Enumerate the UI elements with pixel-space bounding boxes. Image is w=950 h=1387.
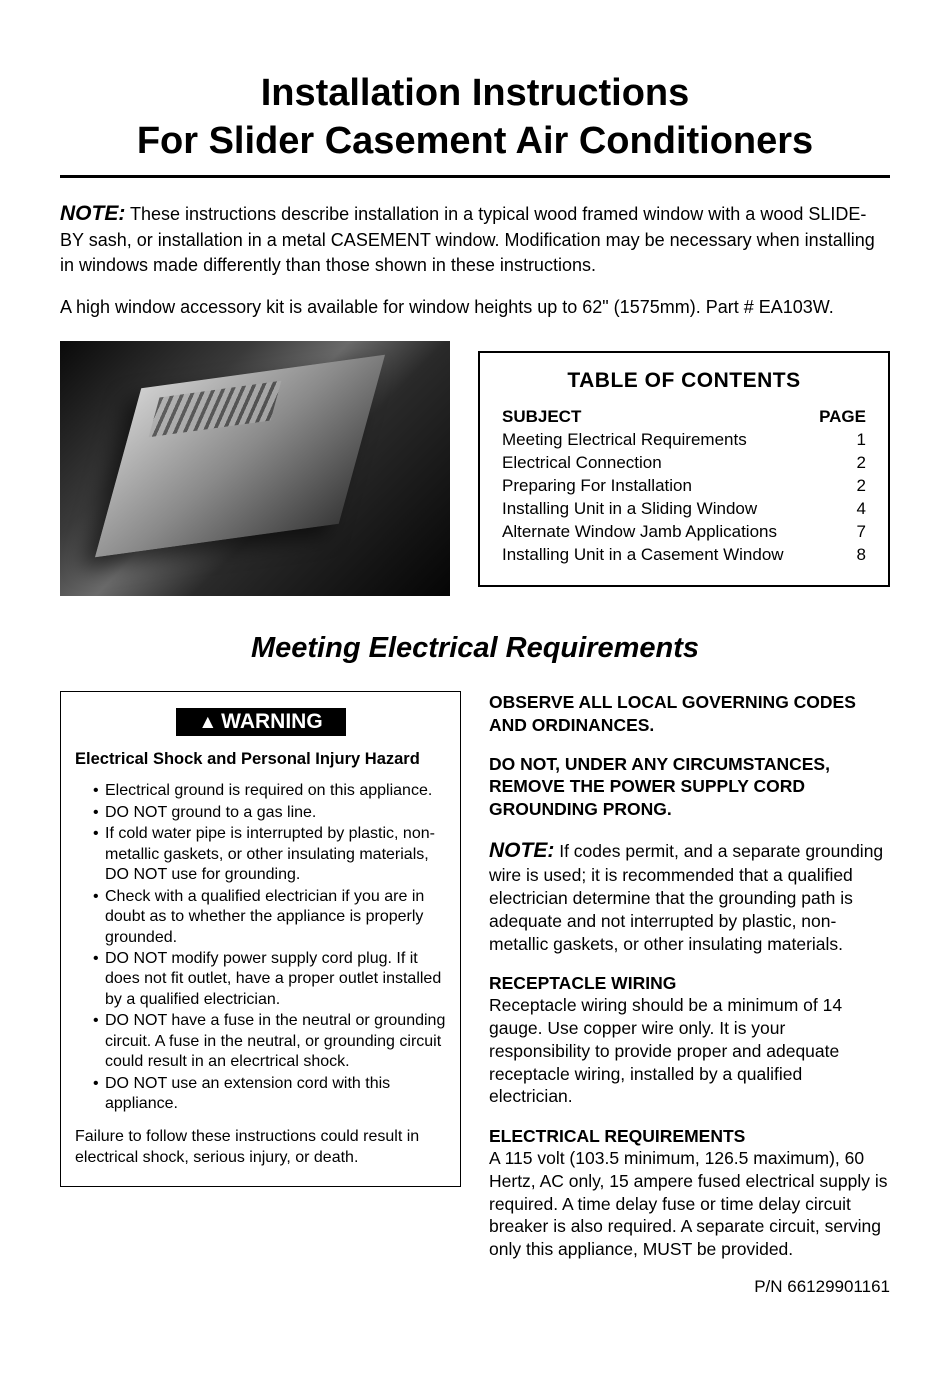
toc-row-label: Installing Unit in a Casement Window xyxy=(502,544,784,567)
toc-row-label: Alternate Window Jamb Applications xyxy=(502,521,777,544)
toc-row: Electrical Connection 2 xyxy=(502,452,866,475)
toc-row-page: 1 xyxy=(836,429,866,452)
note-paragraph: NOTE: These instructions describe instal… xyxy=(60,200,890,277)
toc-row: Installing Unit in a Sliding Window 4 xyxy=(502,498,866,521)
receptacle-body: Receptacle wiring should be a minimum of… xyxy=(489,994,890,1108)
toc-row-page: 8 xyxy=(836,544,866,567)
receptacle-heading: RECEPTACLE WIRING xyxy=(489,973,890,994)
section-heading: Meeting Electrical Requirements xyxy=(60,632,890,665)
toc-row-page: 4 xyxy=(836,498,866,521)
list-item: DO NOT modify power supply cord plug. If… xyxy=(93,949,446,1010)
two-column-region: ▲WARNING Electrical Shock and Personal I… xyxy=(60,691,890,1261)
failure-consequence: Failure to follow these instructions cou… xyxy=(75,1127,446,1169)
toc-header-row: SUBJECT PAGE xyxy=(502,407,866,427)
list-item: DO NOT ground to a gas line. xyxy=(93,803,446,823)
kit-paragraph: A high window accessory kit is available… xyxy=(60,295,890,319)
observe-codes-heading: OBSERVE ALL LOCAL GOVERNING CODES AND OR… xyxy=(489,691,890,737)
warning-box: ▲WARNING Electrical Shock and Personal I… xyxy=(60,691,461,1187)
left-column: ▲WARNING Electrical Shock and Personal I… xyxy=(60,691,461,1261)
hazard-heading: Electrical Shock and Personal Injury Haz… xyxy=(75,750,446,769)
table-of-contents: TABLE OF CONTENTS SUBJECT PAGE Meeting E… xyxy=(478,351,890,587)
toc-row-page: 2 xyxy=(836,452,866,475)
toc-row-page: 2 xyxy=(836,475,866,498)
note-label: NOTE: xyxy=(489,839,554,862)
product-image xyxy=(60,341,450,596)
warning-badge: ▲WARNING xyxy=(176,708,346,736)
do-not-remove-heading: DO NOT, UNDER ANY CIRCUMSTANCES, REMOVE … xyxy=(489,753,890,821)
toc-page-header: PAGE xyxy=(819,407,866,427)
title-line-1: Installation Instructions xyxy=(261,72,690,114)
list-item: If cold water pipe is interrupted by pla… xyxy=(93,824,446,885)
note-label: NOTE: xyxy=(60,202,125,225)
electrical-heading: ELECTRICAL REQUIREMENTS xyxy=(489,1126,890,1147)
toc-row-label: Meeting Electrical Requirements xyxy=(502,429,747,452)
toc-row: Installing Unit in a Casement Window 8 xyxy=(502,544,866,567)
toc-title: TABLE OF CONTENTS xyxy=(502,369,866,393)
horizontal-rule xyxy=(60,175,890,178)
title-line-2: For Slider Casement Air Conditioners xyxy=(137,120,813,162)
toc-row-page: 7 xyxy=(836,521,866,544)
toc-row: Meeting Electrical Requirements 1 xyxy=(502,429,866,452)
toc-row-label: Electrical Connection xyxy=(502,452,662,475)
warning-bullet-list: Electrical ground is required on this ap… xyxy=(75,781,446,1115)
toc-row-label: Installing Unit in a Sliding Window xyxy=(502,498,757,521)
list-item: Check with a qualified electrician if yo… xyxy=(93,887,446,948)
list-item: Electrical ground is required on this ap… xyxy=(93,781,446,801)
part-number: P/N 66129901161 xyxy=(60,1277,890,1297)
toc-row: Alternate Window Jamb Applications 7 xyxy=(502,521,866,544)
list-item: DO NOT use an extension cord with this a… xyxy=(93,1074,446,1115)
list-item: DO NOT have a fuse in the neutral or gro… xyxy=(93,1011,446,1072)
grounding-note: NOTE: If codes permit, and a separate gr… xyxy=(489,837,890,955)
electrical-body: A 115 volt (103.5 minimum, 126.5 maximum… xyxy=(489,1147,890,1261)
page-title: Installation Instructions For Slider Cas… xyxy=(60,70,890,165)
note-text: These instructions describe installation… xyxy=(60,204,875,275)
right-column: OBSERVE ALL LOCAL GOVERNING CODES AND OR… xyxy=(489,691,890,1261)
alert-triangle-icon: ▲ xyxy=(198,712,217,734)
warning-badge-text: WARNING xyxy=(221,710,323,733)
toc-row: Preparing For Installation 2 xyxy=(502,475,866,498)
toc-subject-header: SUBJECT xyxy=(502,407,581,427)
page: Installation Instructions For Slider Cas… xyxy=(0,0,950,1387)
toc-row-label: Preparing For Installation xyxy=(502,475,692,498)
image-toc-row: TABLE OF CONTENTS SUBJECT PAGE Meeting E… xyxy=(60,341,890,596)
